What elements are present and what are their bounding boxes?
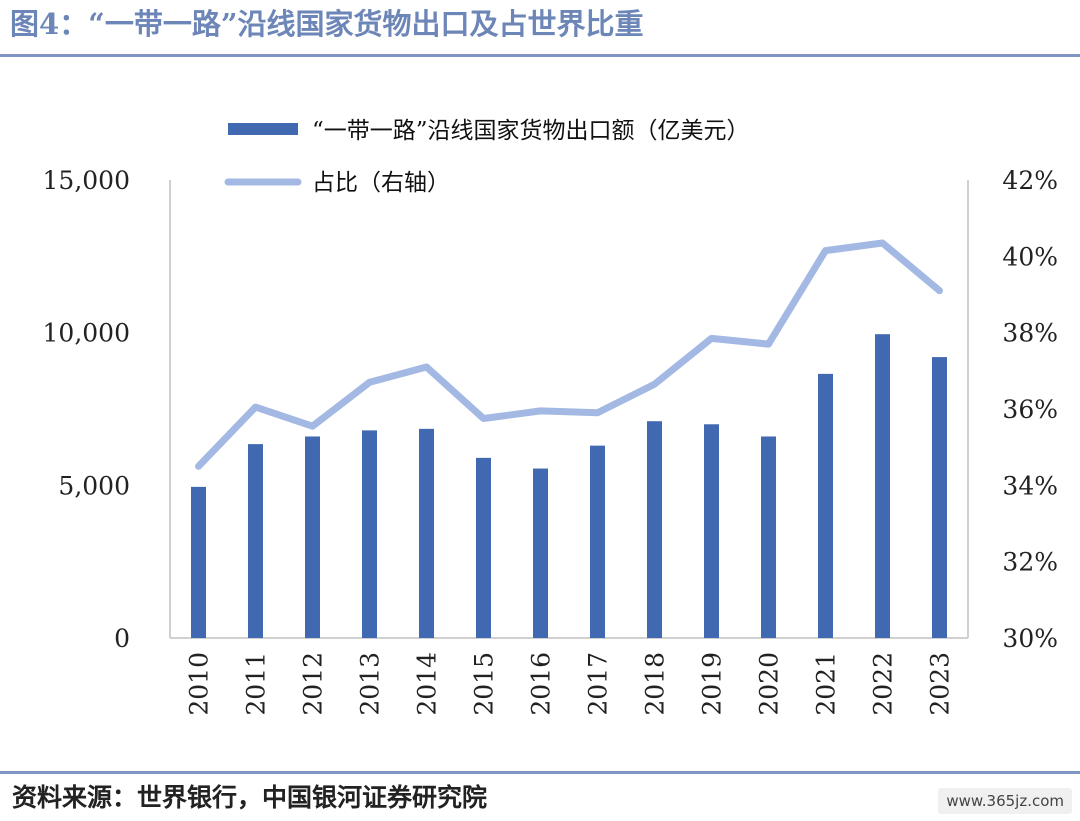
bar-2021 — [818, 373, 833, 638]
right-tick-label: 40% — [1002, 242, 1058, 271]
x-tick-label: 2012 — [299, 652, 328, 716]
left-tick-label: 10,000 — [43, 319, 130, 348]
x-tick-label: 2016 — [527, 652, 556, 716]
x-tick-label: 2014 — [413, 652, 442, 716]
x-tick-label: 2011 — [242, 652, 271, 716]
right-tick-label: 30% — [1002, 624, 1058, 653]
bar-2019 — [704, 424, 719, 638]
bar-2016 — [533, 468, 548, 638]
right-tick-label: 42% — [1002, 166, 1058, 195]
bar-2018 — [647, 421, 662, 638]
right-tick-label: 36% — [1002, 395, 1058, 424]
right-tick-label: 34% — [1002, 471, 1058, 500]
bar-2010 — [191, 486, 206, 638]
x-axis-ticks: 2010 2011 2012 2013 2014 2015 2016 2017 2018 2019… — [185, 652, 955, 716]
share-point-2012 — [311, 425, 314, 428]
x-tick-label: 2018 — [641, 652, 670, 716]
plot-frame — [169, 180, 969, 639]
x-tick-label: 2017 — [584, 652, 613, 716]
x-tick-label: 2023 — [926, 652, 955, 716]
share-point-2015 — [482, 417, 485, 420]
right-axis-ticks: 30% 32% 34% 36% 38% 40% 42% — [1002, 166, 1058, 653]
legend-label-bar: “一带一路”沿线国家货物出口额（亿美元） — [312, 118, 750, 144]
share-point-2021 — [824, 249, 827, 252]
bar-2012 — [305, 436, 320, 638]
bar-2013 — [362, 430, 377, 638]
left-axis-ticks: 0 5,000 10,000 15,000 — [43, 166, 130, 653]
x-tick-label: 2020 — [755, 652, 784, 716]
x-tick-label: 2021 — [812, 652, 841, 716]
bar-2014 — [419, 428, 434, 638]
legend: “一带一路”沿线国家货物出口额（亿美元） 占比（右轴） — [224, 118, 750, 196]
share-point-2011 — [254, 406, 257, 409]
share-point-2023 — [938, 289, 941, 292]
left-tick-label: 5,000 — [58, 471, 130, 500]
share-point-2022 — [881, 241, 884, 244]
x-tick-label: 2010 — [185, 652, 214, 716]
left-tick-label: 0 — [114, 624, 130, 653]
footer-divider — [0, 771, 1080, 774]
share-point-2013 — [368, 381, 371, 384]
right-tick-label: 38% — [1002, 319, 1058, 348]
x-tick-label: 2019 — [698, 652, 727, 716]
bar-2022 — [875, 334, 890, 638]
line-series — [195, 239, 943, 470]
watermark: www.365jz.com — [938, 788, 1072, 814]
bar-2020 — [761, 436, 776, 638]
figure-title: 图4：“一带一路”沿线国家货物出口及占世界比重 — [10, 7, 644, 41]
share-point-2010 — [197, 465, 200, 468]
source-note: 资料来源：世界银行，中国银河证券研究院 — [12, 783, 488, 812]
x-tick-label: 2013 — [356, 652, 385, 716]
legend-label-line: 占比（右轴） — [312, 170, 450, 196]
share-point-2018 — [653, 383, 656, 386]
bar-2015 — [476, 457, 491, 638]
x-tick-label: 2022 — [869, 652, 898, 716]
title-divider — [0, 54, 1080, 57]
share-point-2016 — [539, 409, 542, 412]
share-point-2014 — [425, 366, 428, 369]
x-tick-label: 2015 — [470, 652, 499, 716]
chart: 0 5,000 10,000 15,000 30% 32% 34% 36% 38% 40% 42%… — [43, 118, 1058, 716]
share-point-2017 — [596, 411, 599, 414]
bar-series — [191, 334, 947, 638]
bar-2011 — [248, 444, 263, 638]
share-line — [195, 239, 943, 470]
left-tick-label: 15,000 — [43, 166, 130, 195]
right-tick-label: 32% — [1002, 548, 1058, 577]
share-point-2020 — [767, 343, 770, 346]
bar-2017 — [590, 445, 605, 638]
bar-2023 — [932, 357, 947, 638]
share-point-2019 — [710, 337, 713, 340]
legend-swatch-bar — [228, 123, 298, 135]
